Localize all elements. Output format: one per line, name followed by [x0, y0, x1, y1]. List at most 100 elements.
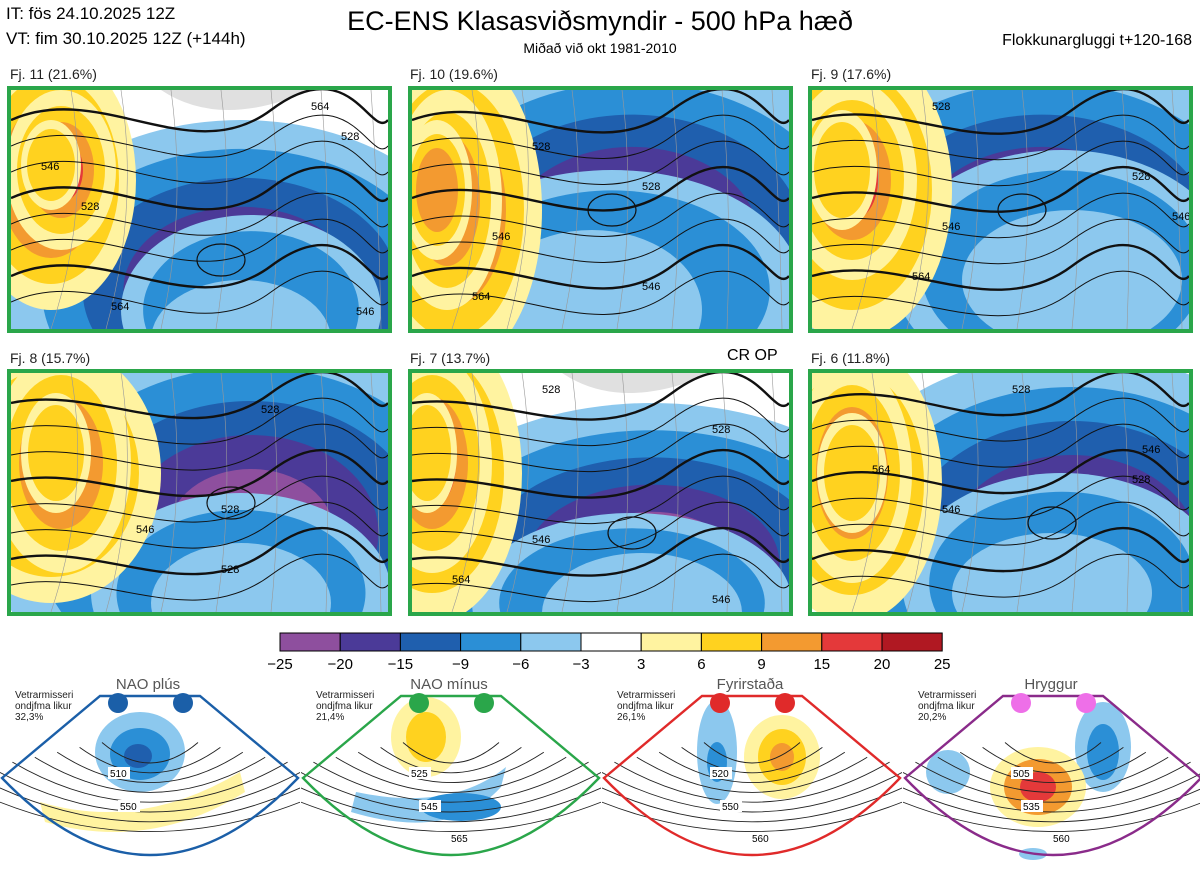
- height-contour: [412, 243, 789, 290]
- regime-map: 505 535 560: [903, 693, 1200, 860]
- height-contour: [412, 423, 789, 473]
- height-contour: [11, 397, 388, 445]
- panel-label-1: Fj. 11 (21.6%): [10, 66, 97, 82]
- regime-frame: [602, 694, 902, 857]
- height-contour: [812, 475, 1189, 520]
- height-contour: [812, 397, 1189, 442]
- cr-op-annotation: CR OP: [727, 347, 778, 364]
- graticule-line: [50, 90, 78, 329]
- graticule-line: [370, 373, 382, 612]
- height-contour: [636, 756, 868, 793]
- positive-anomaly-area: [27, 129, 75, 201]
- contour-label: 528: [261, 404, 279, 416]
- negative-anomaly-area: [962, 210, 1182, 329]
- regime-contour-label: 520: [712, 769, 729, 780]
- regime-contour-label: 560: [1053, 834, 1070, 845]
- regime-contour-label: 510: [110, 769, 127, 780]
- height-contour: [11, 243, 388, 289]
- regime-marker: [409, 693, 429, 713]
- graticule-line: [851, 90, 879, 329]
- classification-window: Flokkunargluggi t+120-168: [1002, 32, 1192, 49]
- height-contour: [614, 761, 890, 803]
- contour-label-bg: [1021, 800, 1043, 812]
- height-contour: [11, 218, 388, 262]
- height-contour: [602, 787, 902, 823]
- regime-title: Hryggur: [1024, 676, 1078, 693]
- colorbar-tick-label: 15: [813, 656, 831, 673]
- cluster-map-svg-3: 528 546 564 528 546: [812, 90, 1189, 329]
- panel-label-6: Fj. 6 (11.8%): [811, 350, 891, 366]
- graticule-line: [1016, 373, 1029, 612]
- contour-label-bg: [720, 800, 742, 812]
- contour-label-bg: [419, 800, 441, 812]
- height-contour: [959, 751, 1147, 783]
- height-contour: [380, 747, 522, 774]
- height-contour: [301, 771, 601, 813]
- contour-label: 528: [221, 564, 239, 576]
- graticule-line: [851, 373, 879, 612]
- colorbar-bin: [881, 632, 943, 652]
- graticule-line: [160, 373, 178, 612]
- regime-contour-label: 565: [451, 834, 468, 845]
- contour-label: 564: [872, 464, 890, 476]
- height-contour: [658, 751, 846, 783]
- negative-anomaly-area: [124, 744, 152, 768]
- height-contour: [903, 787, 1200, 823]
- positive-anomaly-area: [416, 148, 458, 232]
- height-contour: [812, 165, 1189, 213]
- graticule-line: [721, 373, 729, 612]
- contour-label: 546: [41, 161, 59, 173]
- height-contour: [937, 756, 1169, 793]
- height-contour: [412, 501, 789, 551]
- height-contour: [1027, 506, 1077, 540]
- panel-label-5: Fj. 7 (13.7%): [410, 350, 491, 366]
- graticule-line: [105, 90, 128, 329]
- height-contour: [681, 747, 823, 774]
- height-contour: [11, 448, 388, 498]
- height-contour: [812, 553, 1189, 598]
- contour-label: 528: [1012, 384, 1030, 396]
- regime-contour-label: 535: [1023, 802, 1040, 813]
- height-contour: [101, 742, 199, 764]
- cluster-map-1: 546 528 564 528 564 546: [7, 86, 392, 333]
- contour-label: 546: [942, 504, 960, 516]
- graticule-line: [320, 373, 328, 612]
- contour-label: 564: [111, 301, 129, 313]
- contour-label: 528: [341, 131, 359, 143]
- positive-anomaly-area: [412, 405, 451, 501]
- regime-contour-label: 505: [1013, 769, 1030, 780]
- height-contour: [812, 140, 1189, 187]
- graticule-line: [1121, 373, 1129, 612]
- colorbar-tick-label: 20: [873, 656, 891, 673]
- height-contour: [11, 165, 388, 211]
- regime-title: NAO plús: [115, 676, 181, 693]
- graticule-line: [616, 90, 629, 329]
- height-contour: [412, 270, 789, 315]
- contour-label: 528: [81, 201, 99, 213]
- height-contour: [812, 218, 1189, 265]
- height-contour: [812, 243, 1189, 291]
- graticule-line: [506, 373, 529, 612]
- regime-map: 525 545 565: [301, 693, 601, 857]
- height-contour: [79, 747, 221, 774]
- height-contour: [812, 373, 1189, 417]
- contour-label: 546: [642, 281, 660, 293]
- positive-anomaly-area: [28, 405, 84, 501]
- height-contour: [402, 742, 500, 764]
- regime-marker: [474, 693, 494, 713]
- height-contour: [12, 761, 288, 803]
- height-contour: [812, 448, 1189, 495]
- contour-label-bg: [409, 767, 431, 779]
- contour-label: 564: [912, 271, 930, 283]
- cluster-map-svg-6: 528 546 564 528 546: [812, 373, 1189, 612]
- height-contour: [11, 140, 388, 184]
- regime-title: Fyrirstaða: [716, 676, 784, 693]
- valid-time: VT: fim 30.10.2025 12Z (+144h): [6, 29, 246, 48]
- contour-label-bg: [750, 832, 772, 844]
- contour-label: 546: [712, 594, 730, 606]
- colorbar-tick-label: 25: [933, 656, 951, 673]
- colorbar-tick-label: −20: [327, 656, 353, 673]
- contour-label-bg: [1051, 832, 1073, 844]
- cluster-map-4: 528546528528546: [7, 369, 392, 616]
- cluster-map-6: 528 546 564 528 546: [808, 369, 1193, 616]
